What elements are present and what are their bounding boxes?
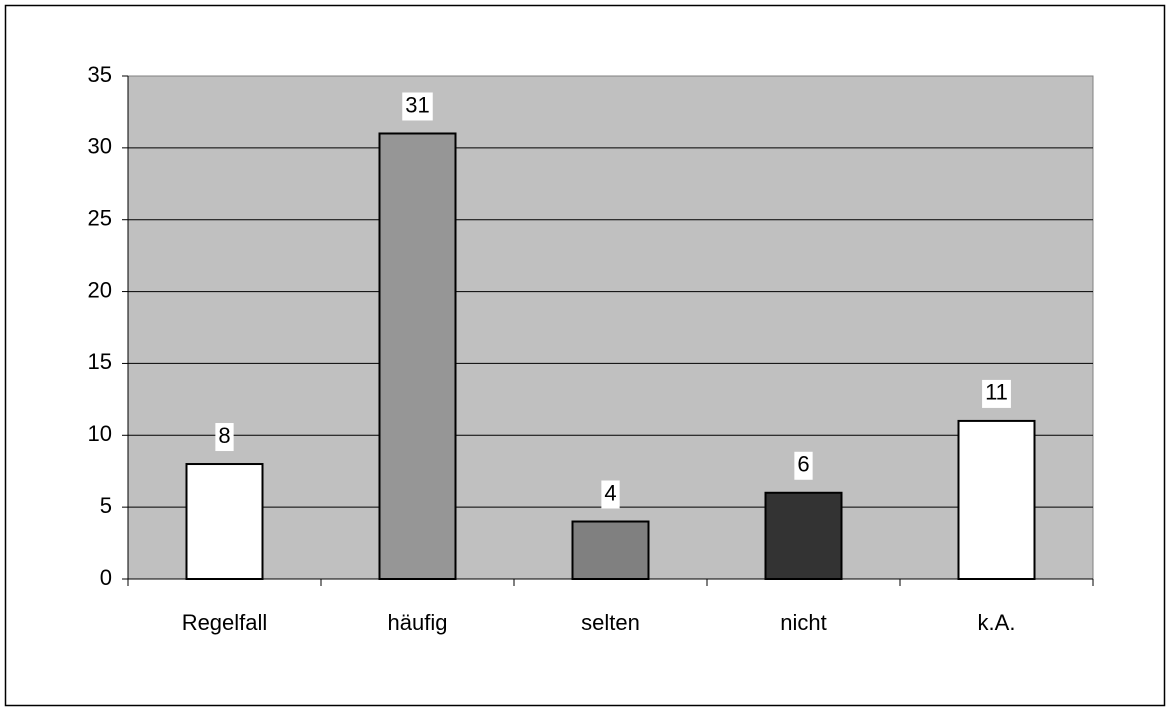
x-tick-label: häufig	[388, 610, 448, 635]
x-tick-label: selten	[581, 610, 640, 635]
value-label-bg	[794, 451, 813, 480]
value-label: 6	[797, 452, 809, 477]
y-tick-label: 5	[100, 493, 112, 518]
y-tick-label: 0	[100, 565, 112, 590]
value-label: 4	[604, 480, 616, 505]
bar	[185, 463, 264, 580]
value-label-bg	[215, 423, 234, 452]
value-label: 11	[985, 380, 1008, 405]
x-tick-label: nicht	[780, 610, 826, 635]
x-tick-label: Regelfall	[182, 610, 268, 635]
value-label-bg	[982, 379, 1011, 408]
x-tick-label: k.A.	[978, 610, 1016, 635]
value-label: 31	[405, 92, 429, 117]
value-label: 8	[218, 423, 230, 448]
bar	[957, 419, 1036, 580]
y-tick-label: 30	[88, 134, 112, 159]
bar	[378, 132, 457, 580]
y-tick-label: 10	[88, 421, 112, 446]
bar	[764, 491, 843, 580]
value-label-bg	[402, 92, 433, 121]
y-tick-label: 25	[88, 206, 112, 231]
value-label-bg	[601, 480, 620, 509]
y-tick-label: 15	[88, 349, 112, 374]
y-tick-label: 35	[88, 62, 112, 87]
y-tick-label: 20	[88, 277, 112, 302]
bar	[571, 520, 650, 580]
